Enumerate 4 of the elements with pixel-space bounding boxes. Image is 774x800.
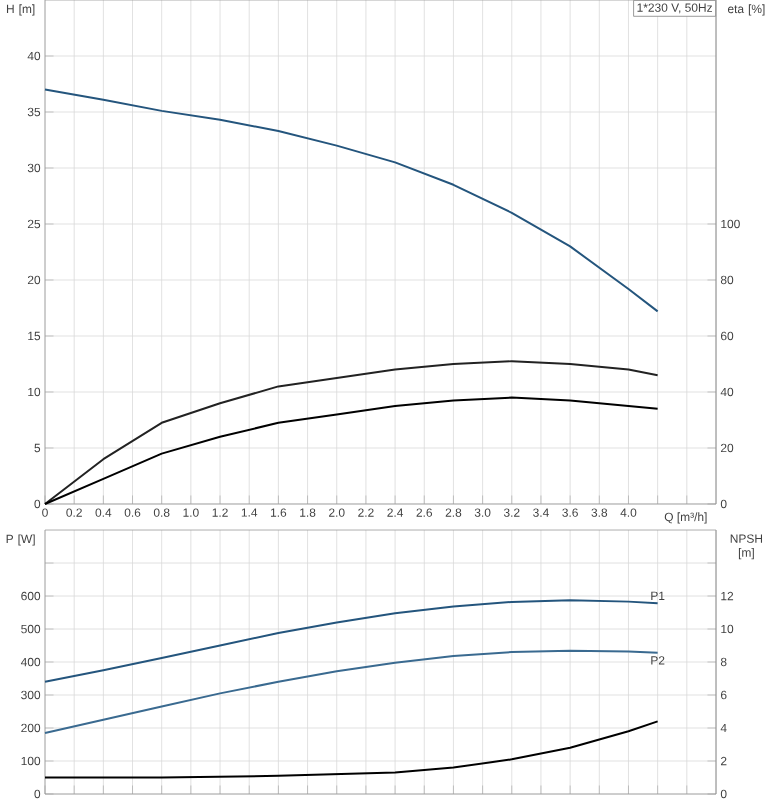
line-series [44,88,659,313]
line-series [44,720,659,779]
line-series [44,360,659,505]
line-series [44,396,659,505]
